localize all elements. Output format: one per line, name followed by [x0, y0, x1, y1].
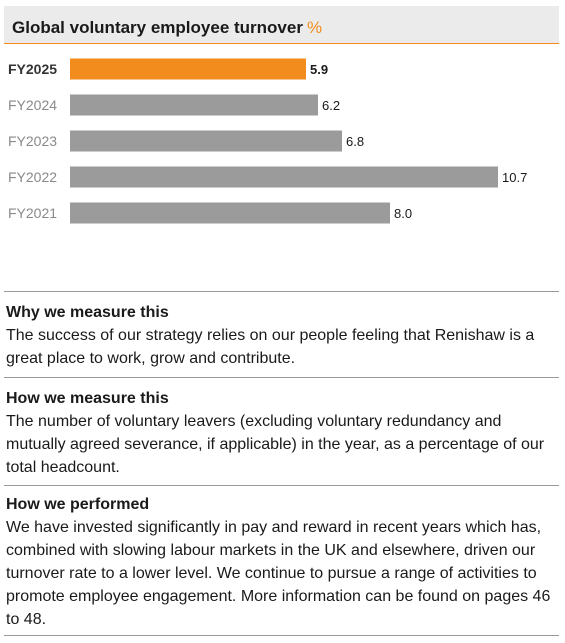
how-measure-body: The number of voluntary leavers (excludi… [6, 413, 545, 476]
chart-title: Global voluntary employee turnover% [12, 18, 322, 38]
how-measure-heading: How we measure this [6, 390, 169, 407]
value-label-fy2021: 8.0 [394, 206, 412, 221]
why-section: Why we measure this The success of our s… [4, 291, 559, 377]
performance-section: How we performed We have invested signif… [4, 485, 559, 631]
unit-label: % [306, 18, 323, 37]
chart-title-text: Global voluntary employee turnover [12, 18, 303, 37]
bar-chart: FY2025 5.9 FY2024 6.2 FY2023 6.8 FY2022 10.7 FY2… [8, 58, 527, 224]
performance-heading: How we performed [6, 496, 150, 513]
category-label-fy2021: FY2021 [8, 205, 57, 221]
performance-body: We have invested significantly in pay an… [6, 519, 551, 628]
category-label-fy2022: FY2022 [8, 169, 57, 185]
value-label-fy2022: 10.7 [502, 170, 527, 185]
why-heading: Why we measure this [6, 304, 169, 321]
bottom-divider [4, 635, 559, 636]
category-label-fy2025: FY2025 [8, 61, 57, 77]
bar-fy2025 [70, 58, 306, 80]
bar-fy2023 [70, 130, 342, 152]
bar-fy2021 [70, 202, 390, 224]
why-body: The success of our strategy relies on ou… [6, 327, 535, 367]
value-label-fy2023: 6.8 [346, 134, 364, 149]
bar-fy2024 [70, 94, 318, 116]
bar-fy2022 [70, 166, 498, 188]
category-label-fy2024: FY2024 [8, 97, 57, 113]
value-label-fy2025: 5.9 [310, 62, 328, 77]
value-label-fy2024: 6.2 [322, 98, 340, 113]
how-measure-section: How we measure this The number of volunt… [4, 377, 559, 485]
chart-header: Global voluntary employee turnover% [4, 6, 559, 44]
category-label-fy2023: FY2023 [8, 133, 57, 149]
kpi-sections: Why we measure this The success of our s… [4, 291, 559, 631]
